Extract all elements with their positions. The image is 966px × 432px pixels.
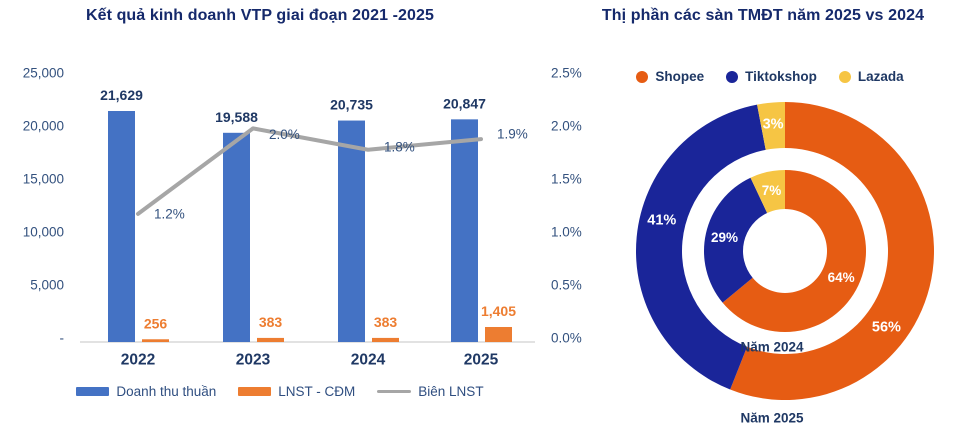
bar-lnst-cdm-2025 — [485, 326, 512, 342]
donut-slice-label: 7% — [762, 183, 782, 198]
right-axis-tick: 1.5% — [551, 172, 582, 187]
bar-value-label: 256 — [144, 315, 168, 331]
combo-chart-title: Kết quả kinh doanh VTP giai đoạn 2021 -2… — [85, 7, 435, 24]
line-value-label: 1.2% — [154, 206, 185, 221]
legend-line-swatch-bien-lnst — [377, 389, 412, 394]
bar-value-label: 1,405 — [481, 303, 516, 319]
donut-slice-nam-2024-tiktokshop — [704, 177, 768, 303]
right-axis-tick: 1.0% — [551, 225, 582, 240]
bar-value-label: 383 — [374, 314, 398, 330]
donut-chart-legend: Shopee Tiktokshop Lazada — [560, 69, 966, 84]
line-value-label: 2.0% — [269, 127, 300, 142]
bar-doanh-thu-thuan-2023 — [223, 132, 250, 342]
x-axis-label: 2025 — [464, 352, 499, 369]
bar-value-label: 20,735 — [330, 97, 373, 113]
bar-lnst-cdm-2023 — [257, 337, 284, 342]
legend-item-lazada: Lazada — [838, 69, 904, 84]
donut-slice-nam-2024-lazada — [750, 170, 785, 213]
right-axis-tick: 0.5% — [551, 278, 582, 293]
legend-item-shopee: Shopee — [636, 69, 704, 84]
donut-slice-label: 41% — [647, 212, 676, 228]
line-value-label: 1.9% — [497, 127, 528, 142]
legend-dot-shopee — [636, 70, 649, 83]
line-value-label: 1.8% — [384, 139, 415, 154]
bar-doanh-thu-thuan-2022 — [108, 111, 135, 342]
legend-label: Shopee — [655, 69, 705, 84]
donut-slice-nam-2024-shopee — [722, 170, 866, 332]
x-axis-label: 2024 — [351, 352, 386, 369]
line-bien-lnst — [136, 126, 483, 216]
left-axis-tick: 20,000 — [23, 119, 64, 134]
donut-slice-label: 56% — [872, 319, 901, 335]
donut-chart-plot: 56% 41% 3% Năm 2025 64% 29% 7% Năm 2024 — [636, 102, 934, 426]
combo-chart-plot: 25,000 20,000 15,000 10,000 5,000 - 2.5% 2.0% 1.… — [23, 66, 582, 369]
legend-label: Lazada — [857, 69, 904, 84]
legend-dot-lazada — [838, 70, 851, 83]
bar-value-label: 383 — [259, 314, 283, 330]
bar-doanh-thu-thuan-2024 — [338, 120, 365, 342]
right-axis-tick: 2.5% — [551, 66, 582, 81]
donut-slice-nam-2025-tiktokshop — [636, 104, 766, 390]
bar-lnst-cdm-2024 — [372, 337, 399, 342]
legend-swatch-lnst-cdm — [238, 387, 272, 396]
left-axis-tick: 15,000 — [23, 172, 64, 187]
legend-label: Biên LNST — [418, 384, 484, 399]
legend-label: LNST - CĐM — [278, 384, 356, 399]
left-axis-tick: 25,000 — [23, 66, 64, 81]
bar-lnst-cdm-2022 — [142, 339, 169, 342]
donut-slice-label: 64% — [828, 270, 855, 285]
bar-value-label: 20,847 — [443, 95, 486, 111]
donut-chart-title: Thị phần các sàn TMĐT năm 2025 vs 2024 — [601, 7, 925, 24]
combo-chart-legend: Doanh thu thuần LNST - CĐM Biên LNST — [0, 384, 560, 399]
bar-value-label: 19,588 — [215, 109, 258, 125]
right-axis-tick: 2.0% — [551, 119, 582, 134]
legend-label: Tiktokshop — [745, 69, 817, 84]
legend-item-doanh-thu-thuan: Doanh thu thuần — [76, 384, 216, 399]
left-axis-tick: 10,000 — [23, 225, 64, 240]
legend-item-bien-lnst: Biên LNST — [377, 384, 484, 399]
ring-name-nam-2024: Năm 2024 — [740, 340, 804, 355]
ring-name-nam-2025: Năm 2025 — [740, 411, 804, 426]
legend-swatch-doanh-thu-thuan — [76, 387, 110, 396]
legend-item-lnst-cdm: LNST - CĐM — [238, 384, 355, 399]
bar-value-label: 21,629 — [100, 87, 143, 103]
donut-slice-nam-2025-lazada — [757, 102, 785, 150]
left-axis-tick: - — [60, 331, 65, 346]
legend-dot-tiktokshop — [726, 70, 739, 83]
donut-slice-nam-2025-shopee — [730, 102, 934, 400]
legend-item-tiktokshop: Tiktokshop — [726, 69, 817, 84]
donut-slice-label: 3% — [763, 117, 784, 133]
bar-doanh-thu-thuan-2025 — [451, 119, 478, 343]
donut-slice-label: 29% — [711, 230, 738, 245]
x-axis-label: 2022 — [121, 352, 155, 369]
legend-label: Doanh thu thuần — [116, 384, 217, 399]
right-axis-tick: 0.0% — [551, 331, 582, 346]
left-axis-tick: 5,000 — [30, 278, 64, 293]
x-axis-label: 2023 — [236, 352, 271, 369]
